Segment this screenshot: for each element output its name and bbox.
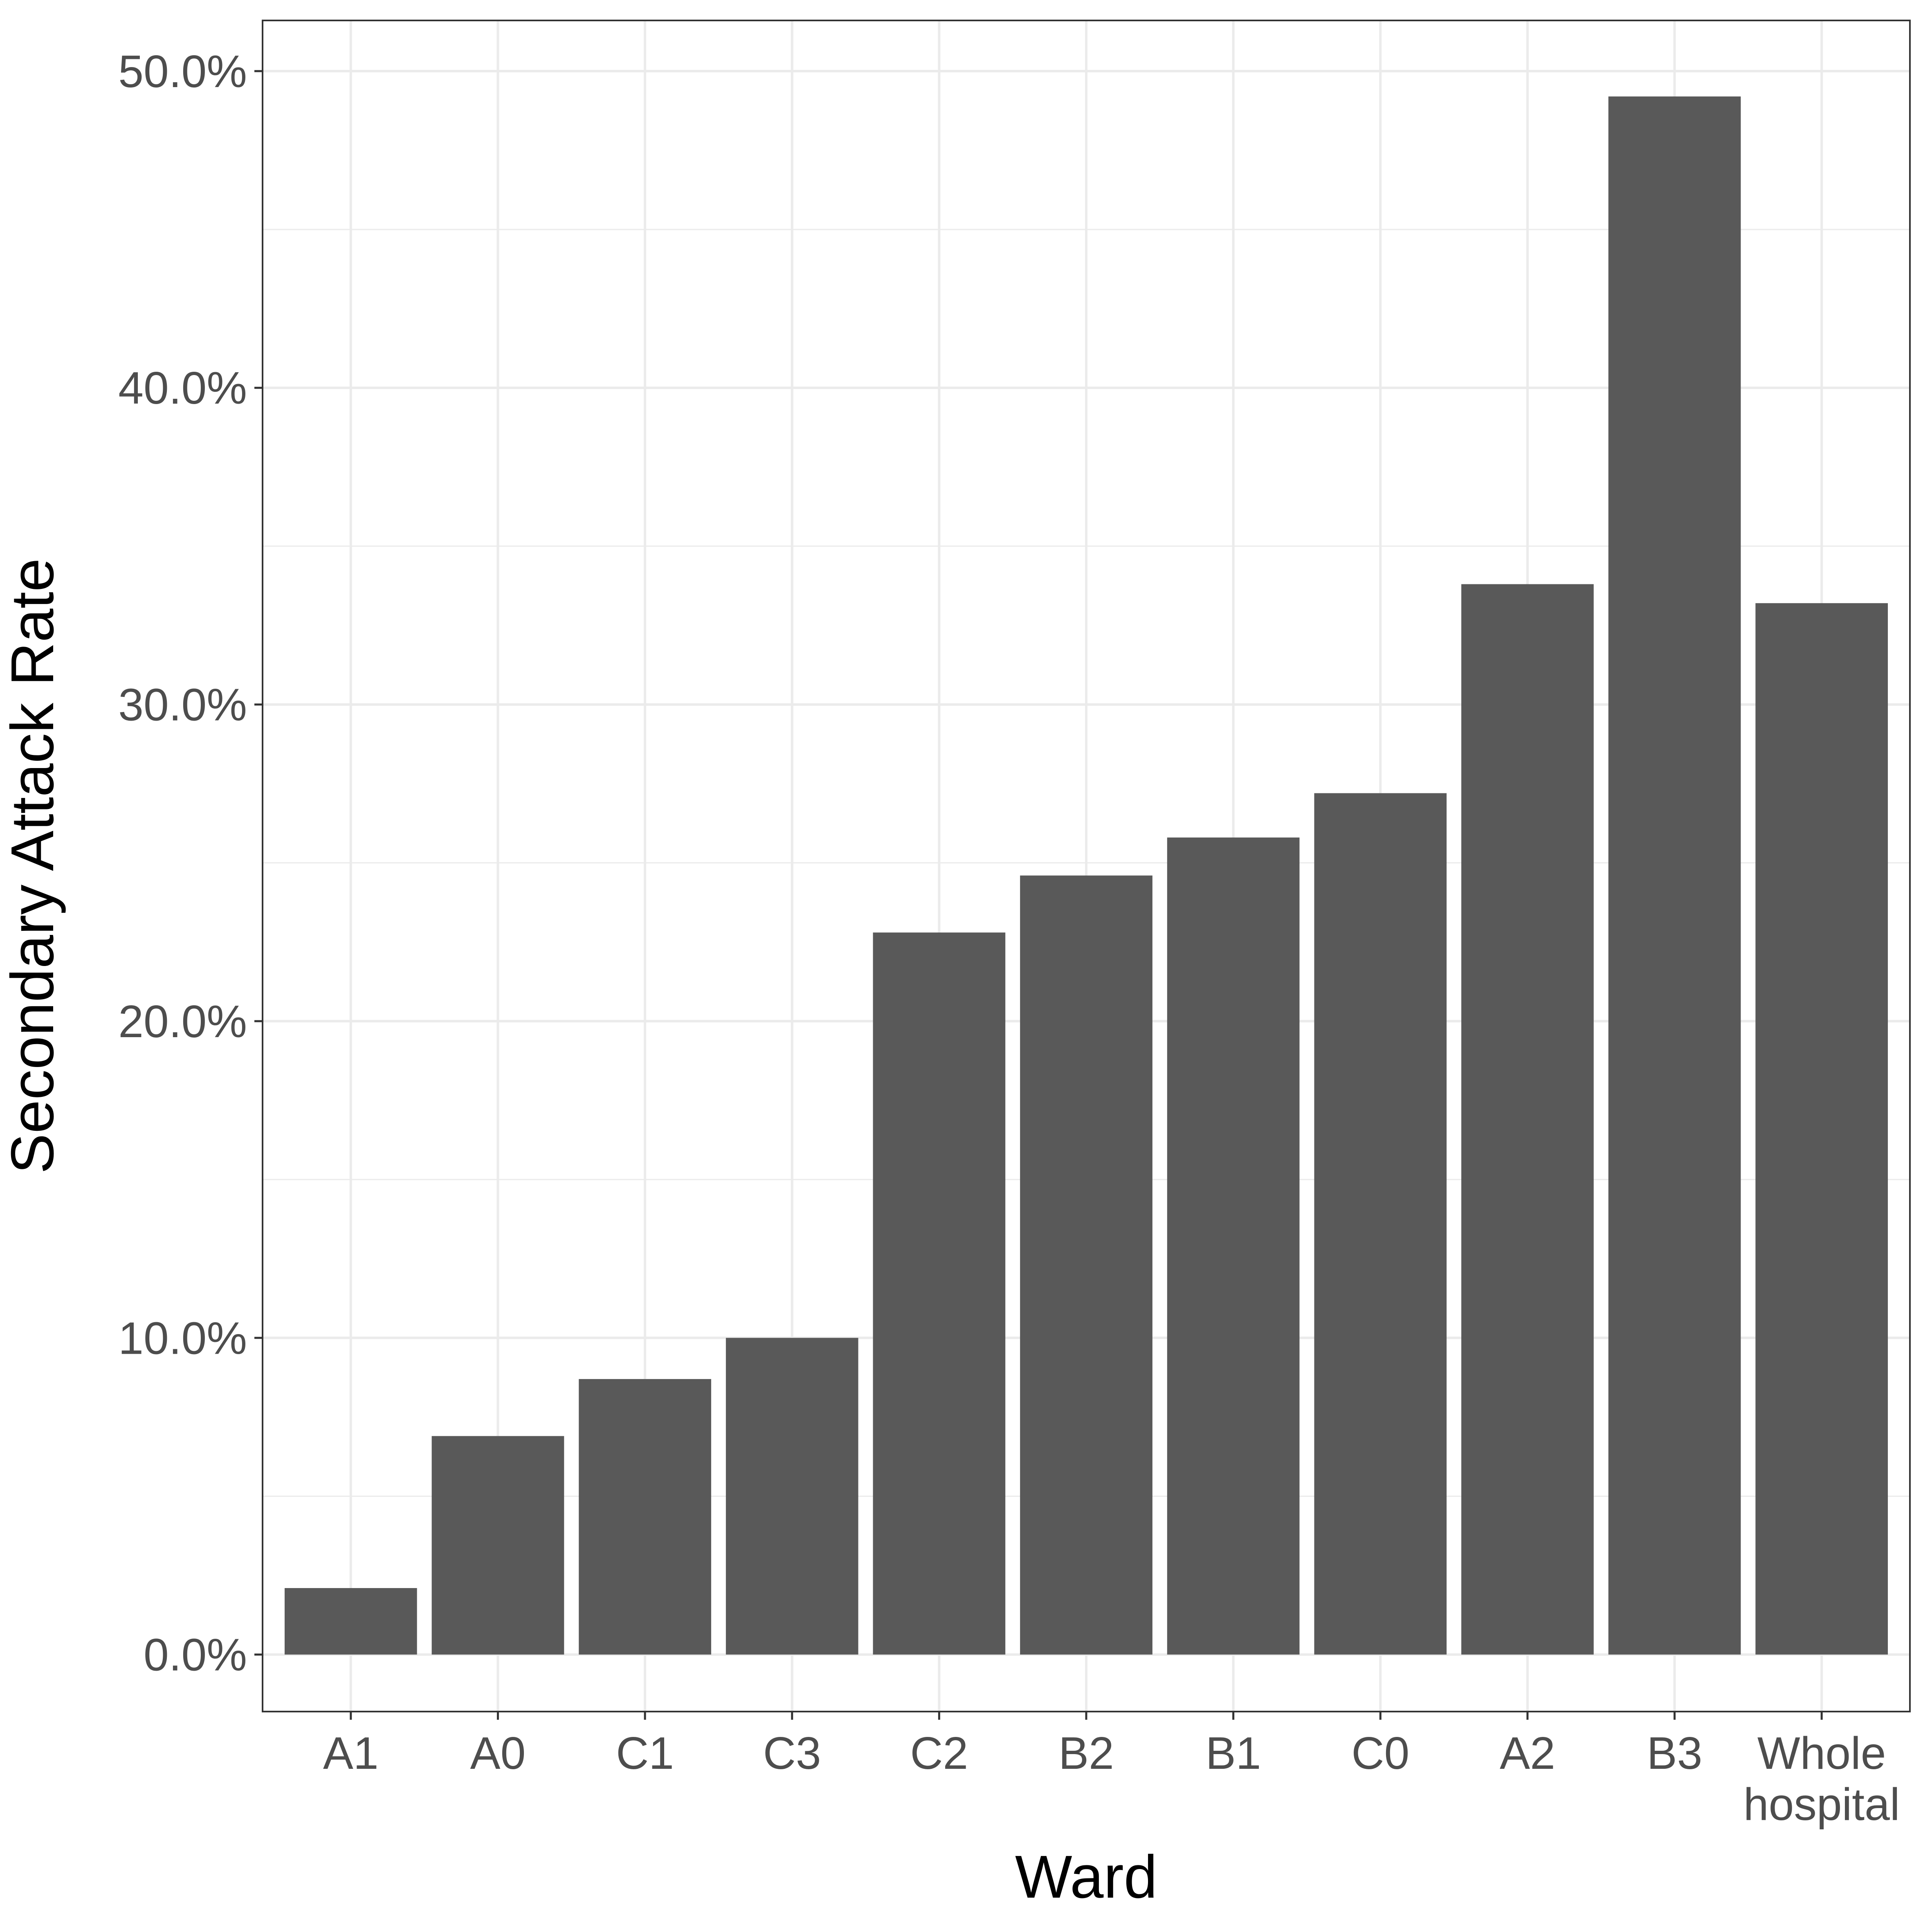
bar-a2 bbox=[1461, 584, 1594, 1655]
bar-c1 bbox=[579, 1379, 711, 1655]
bar-whole-hospital bbox=[1755, 603, 1888, 1655]
y-axis: 0.0% 10.0% 20.0% 30.0% 40.0% 50.0% bbox=[118, 46, 263, 1680]
x-tick-label: C2 bbox=[910, 1728, 968, 1779]
bar-a1 bbox=[284, 1588, 417, 1655]
bar-a0 bbox=[431, 1436, 564, 1655]
y-tick-label: 40.0% bbox=[118, 363, 247, 413]
x-tick-label: B3 bbox=[1647, 1728, 1703, 1779]
x-tick-label: A0 bbox=[470, 1728, 526, 1779]
bar-c2 bbox=[873, 932, 1006, 1655]
x-tick-label: A1 bbox=[323, 1728, 379, 1779]
x-tick-label: A2 bbox=[1500, 1728, 1555, 1779]
bar-c3 bbox=[726, 1338, 858, 1655]
y-tick-label: 20.0% bbox=[118, 996, 247, 1047]
y-tick-label: 30.0% bbox=[118, 680, 247, 730]
bars bbox=[284, 96, 1888, 1655]
x-axis-title: Ward bbox=[1015, 1843, 1157, 1911]
x-axis: A1 A0 C1 C3 C2 B2 B1 C0 A2 B3 Whole hospital bbox=[323, 1712, 1900, 1830]
x-tick-label: Whole hospital bbox=[1743, 1728, 1900, 1830]
y-tick-label: 0.0% bbox=[144, 1630, 247, 1680]
x-tick-label: B2 bbox=[1058, 1728, 1114, 1779]
y-tick-label: 10.0% bbox=[118, 1313, 247, 1364]
x-tick-label: B1 bbox=[1206, 1728, 1261, 1779]
x-tick-label: C3 bbox=[763, 1728, 821, 1779]
y-axis-title: Secondary Attack Rate bbox=[0, 558, 66, 1174]
bar-c0 bbox=[1314, 793, 1447, 1655]
x-tick-label: C0 bbox=[1351, 1728, 1409, 1779]
bar-b2 bbox=[1020, 875, 1152, 1655]
y-tick-label: 50.0% bbox=[118, 46, 247, 97]
bar-b1 bbox=[1167, 837, 1300, 1655]
bar-b3 bbox=[1608, 96, 1741, 1655]
x-tick-label: C1 bbox=[616, 1728, 674, 1779]
